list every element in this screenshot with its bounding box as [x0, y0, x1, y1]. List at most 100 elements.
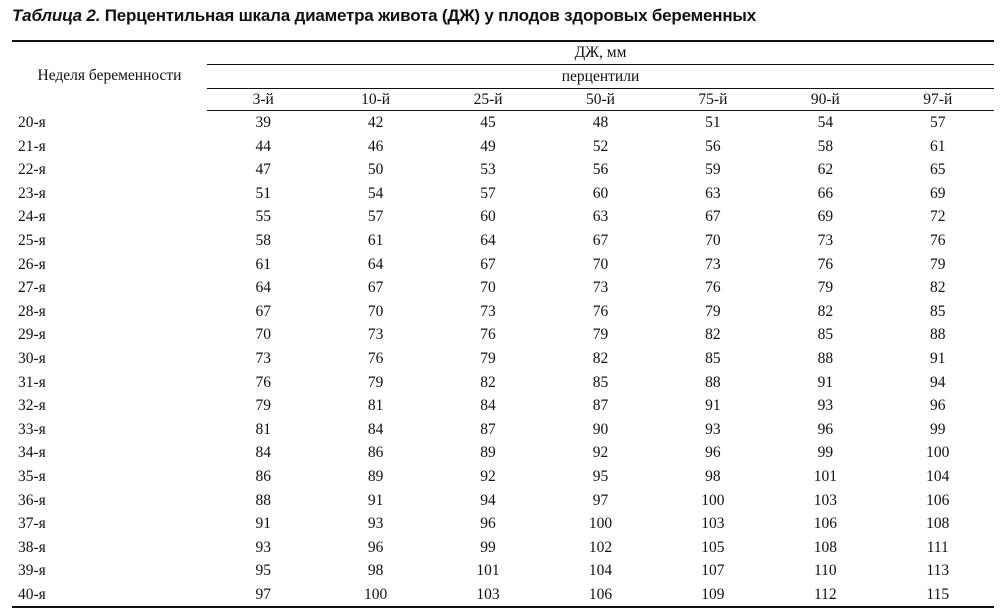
- value-cell: 76: [255, 373, 271, 391]
- value-cell: 91: [705, 397, 721, 415]
- week-cell: 28-я: [18, 302, 46, 320]
- value-cell: 99: [480, 538, 496, 556]
- value-cell: 98: [367, 562, 384, 580]
- table-row: 32-я 79 81 84 87 91 93 96: [12, 394, 994, 418]
- value-cell: 51: [705, 114, 721, 131]
- percentile-column-header: 25-й: [431, 88, 545, 111]
- value-cell: 107: [701, 562, 725, 580]
- value-cell: 65: [930, 161, 946, 179]
- table-row: 24-я 55 57 60 63 67 69 72: [12, 205, 994, 229]
- value-cell: 61: [255, 255, 271, 273]
- value-cell: 111: [926, 538, 949, 556]
- value-cell: 95: [255, 562, 271, 580]
- value-cell: 61: [930, 137, 946, 155]
- value-cell: 86: [255, 467, 271, 485]
- value-cell: 87: [592, 397, 609, 415]
- table-row: 30-я 73 76 79 82 85 88 91: [12, 347, 994, 371]
- value-cell: 92: [592, 444, 609, 462]
- value-cell: 76: [480, 326, 496, 344]
- table-row: 39-я 95 98 101 104 107 110 113: [12, 559, 994, 583]
- value-cell: 84: [480, 397, 496, 415]
- week-cell: 29-я: [18, 326, 46, 344]
- value-cell: 88: [255, 491, 271, 509]
- percentile-column-header: 10-й: [319, 88, 432, 111]
- value-cell: 76: [930, 231, 946, 249]
- value-cell: 82: [705, 326, 721, 344]
- value-cell: 76: [705, 279, 721, 297]
- week-cell: 33-я: [18, 420, 46, 438]
- value-cell: 52: [592, 137, 609, 155]
- value-cell: 115: [881, 582, 994, 609]
- value-cell: 95: [592, 467, 609, 485]
- value-cell: 63: [592, 208, 609, 226]
- value-cell: 81: [255, 420, 271, 438]
- value-cell: 50: [367, 161, 384, 179]
- value-cell: 58: [817, 137, 834, 155]
- value-cell: 84: [255, 444, 271, 462]
- value-cell: 58: [255, 231, 271, 249]
- value-cell: 76: [592, 302, 609, 320]
- value-cell: 57: [367, 208, 384, 226]
- value-cell: 109: [656, 582, 770, 609]
- unit-header: ДЖ, мм: [207, 40, 994, 65]
- week-cell: 34-я: [18, 444, 46, 462]
- value-cell: 104: [926, 467, 950, 485]
- week-cell: 38-я: [18, 538, 46, 556]
- value-cell: 47: [255, 161, 271, 179]
- table-row: 21-я 44 46 49 52 56 58 61: [12, 135, 994, 159]
- table-row: 35-я 86 89 92 95 98 101 104: [12, 465, 994, 489]
- value-cell: 70: [705, 231, 721, 249]
- value-cell: 57: [480, 184, 496, 202]
- value-cell: 110: [813, 562, 837, 580]
- value-cell: 104: [588, 562, 613, 580]
- value-cell: 64: [480, 231, 496, 249]
- value-cell: 82: [930, 279, 946, 297]
- value-cell: 100: [319, 582, 432, 609]
- value-cell: 91: [930, 349, 946, 367]
- value-cell: 64: [367, 255, 384, 273]
- value-cell: 103: [701, 515, 725, 533]
- table-row: 20-я 39 42 45 48 51 54 57: [12, 111, 994, 135]
- table-row: 29-я 70 73 76 79 82 85 88: [12, 323, 994, 347]
- value-cell: 92: [480, 467, 496, 485]
- value-cell: 64: [255, 279, 271, 297]
- week-cell: 27-я: [18, 279, 46, 297]
- value-cell: 54: [367, 184, 384, 202]
- value-cell: 84: [367, 420, 384, 438]
- week-cell: 31-я: [18, 373, 46, 391]
- value-cell: 53: [480, 161, 496, 179]
- value-cell: 73: [480, 302, 496, 320]
- value-cell: 98: [705, 467, 721, 485]
- value-cell: 91: [367, 491, 384, 509]
- value-cell: 79: [367, 373, 384, 391]
- value-cell: 73: [817, 231, 834, 249]
- table-row: 37-я 91 93 96 100 103 106 108: [12, 512, 994, 536]
- value-cell: 85: [705, 349, 721, 367]
- value-cell: 70: [255, 326, 271, 344]
- value-cell: 93: [817, 397, 834, 415]
- value-cell: 106: [926, 491, 950, 509]
- value-cell: 73: [705, 255, 721, 273]
- value-cell: 56: [705, 137, 721, 155]
- value-cell: 108: [813, 538, 837, 556]
- value-cell: 90: [592, 420, 609, 438]
- table-row: 31-я 76 79 82 85 88 91 94: [12, 371, 994, 395]
- table-row: 38-я 93 96 99 102 105 108 111: [12, 536, 994, 560]
- value-cell: 99: [817, 444, 834, 462]
- value-cell: 88: [930, 326, 946, 344]
- value-cell: 54: [817, 114, 834, 131]
- value-cell: 44: [255, 137, 271, 155]
- value-cell: 113: [926, 562, 950, 580]
- value-cell: 103: [813, 491, 837, 509]
- value-cell: 106: [813, 515, 837, 533]
- percentile-table: Неделя беременности ДЖ, мм перцентили 3-…: [12, 40, 994, 609]
- value-cell: 100: [701, 491, 725, 509]
- week-cell: 23-я: [18, 184, 46, 202]
- value-cell: 91: [255, 515, 271, 533]
- value-cell: 79: [705, 302, 721, 320]
- value-cell: 89: [480, 444, 496, 462]
- table-row: 40-я 97 100 103 106 109 112 115: [12, 582, 994, 609]
- value-cell: 69: [930, 184, 946, 202]
- value-cell: 79: [480, 349, 496, 367]
- percentile-column-header: 3-й: [207, 88, 320, 111]
